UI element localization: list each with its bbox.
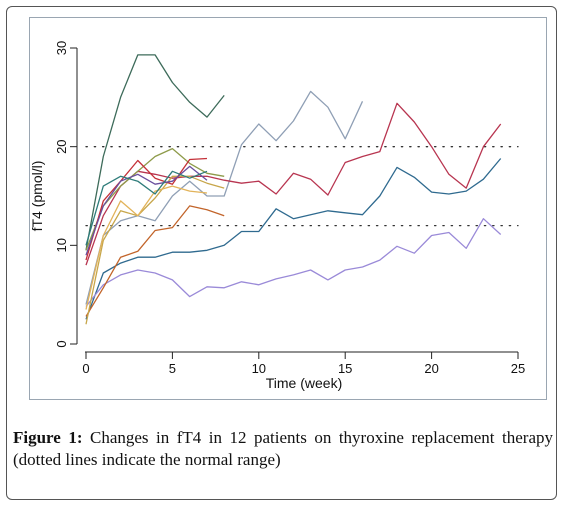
y-tick-label: 0	[54, 340, 69, 347]
x-tick-label: 10	[252, 361, 266, 376]
y-tick-label: 10	[54, 238, 69, 252]
x-tick-label: 20	[424, 361, 438, 376]
y-tick-label: 30	[54, 41, 69, 55]
series-line	[85, 54, 225, 251]
axes-layer: Time (week) fT4 (pmol/l) 0 10 20 30 0 5 10 15 20…	[29, 41, 525, 391]
series-line	[85, 90, 364, 305]
x-tick-label: 5	[169, 361, 176, 376]
caption-label: Figure 1:	[13, 428, 83, 447]
series-line	[85, 147, 225, 251]
figure-frame	[6, 6, 557, 500]
series-line	[85, 157, 208, 261]
series-line	[85, 165, 208, 256]
caption-text: Changes in fT4 in 12 patients on thyroxi…	[13, 428, 553, 469]
series-line	[85, 175, 225, 325]
y-axis-label: fT4 (pmol/l)	[29, 161, 45, 232]
plot-layer	[85, 54, 519, 325]
x-axis-label: Time (week)	[266, 375, 343, 391]
series-line	[85, 158, 502, 320]
series-line	[85, 205, 225, 317]
series-line	[85, 102, 502, 266]
series-line	[85, 218, 502, 307]
series-line	[85, 185, 208, 310]
figure-caption: Figure 1: Changes in fT4 in 12 patients …	[13, 427, 553, 471]
x-tick-label: 15	[338, 361, 352, 376]
plot-area-border	[29, 17, 547, 400]
y-tick-label: 20	[54, 139, 69, 153]
x-tick-label: 25	[511, 361, 525, 376]
series-line	[85, 170, 208, 246]
x-tick-label: 0	[82, 361, 89, 376]
